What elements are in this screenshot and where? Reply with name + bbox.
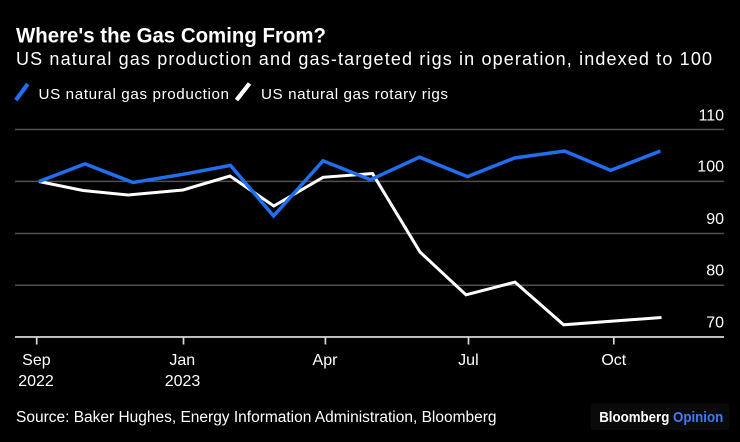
svg-text:US natural gas production: US natural gas production [39, 86, 230, 103]
svg-text:110: 110 [698, 108, 724, 125]
svg-text:2023: 2023 [165, 373, 201, 390]
svg-text:Jul: Jul [458, 352, 478, 369]
svg-text:Source: Baker Hughes, Energy I: Source: Baker Hughes, Energy Information… [16, 409, 497, 426]
svg-text:Where's the Gas Coming From?: Where's the Gas Coming From? [16, 25, 326, 48]
svg-text:Apr: Apr [313, 352, 339, 369]
svg-text:Sep: Sep [22, 352, 51, 369]
svg-text:90: 90 [706, 211, 724, 228]
svg-text:80: 80 [706, 263, 724, 280]
svg-text:Oct: Oct [601, 352, 626, 369]
svg-text:2022: 2022 [18, 373, 54, 390]
svg-text:US natural gas rotary rigs: US natural gas rotary rigs [261, 86, 448, 103]
svg-text:US natural gas production and: US natural gas production and gas-target… [16, 49, 712, 69]
svg-text:Bloomberg Opinion: Bloomberg Opinion [599, 409, 723, 426]
svg-text:100: 100 [697, 159, 724, 176]
svg-text:70: 70 [706, 315, 724, 332]
svg-text:Jan: Jan [169, 352, 195, 369]
